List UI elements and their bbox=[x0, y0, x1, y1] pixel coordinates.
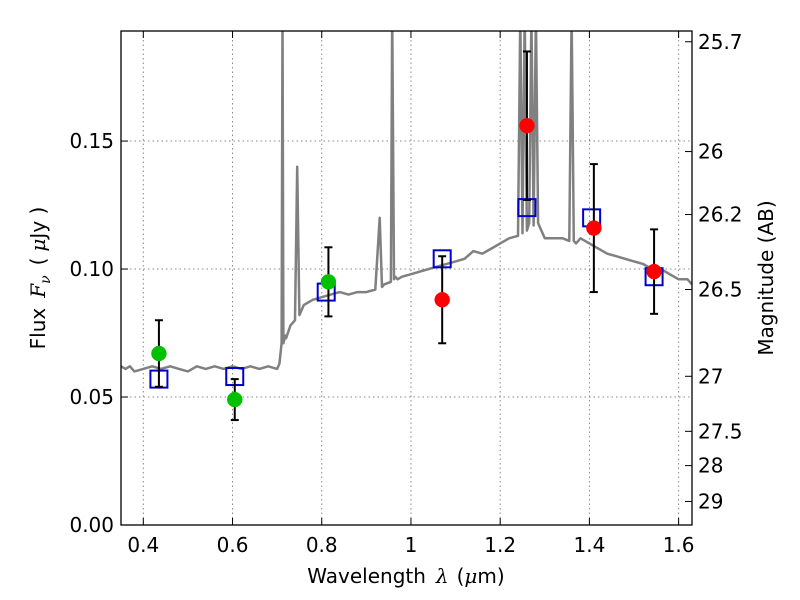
x-axis-ticks: 0.4 0.6 0.8 1 1.2 1.4 1.6 bbox=[127, 31, 695, 557]
magnitude-axis-ticks: 25.7 26 26.2 26.5 27 27.5 28 29 bbox=[685, 30, 743, 513]
y-axis-title-text: Flux bbox=[26, 308, 50, 350]
data-marks bbox=[149, 50, 664, 422]
x-axis-title: Wavelength λ (μm) bbox=[307, 564, 504, 588]
x-tick-label: 1.6 bbox=[663, 533, 695, 557]
x-tick-label: 0.8 bbox=[306, 533, 338, 557]
x-axis-title-unit-mu: μ bbox=[464, 564, 477, 588]
magnitude-axis-title: Magnitude (AB) bbox=[754, 200, 778, 355]
red-data-point bbox=[519, 117, 535, 134]
y-axis-title-unit-open: ( bbox=[26, 258, 50, 266]
magnitude-tick-label: 27.5 bbox=[698, 419, 743, 443]
y-axis-title-subscript: ν bbox=[38, 275, 54, 284]
magnitude-tick-label: 29 bbox=[698, 489, 723, 513]
y-tick-label: 0.00 bbox=[69, 513, 114, 537]
x-tick-label: 1 bbox=[405, 533, 418, 557]
green-data-point bbox=[227, 391, 243, 408]
y-tick-label: 0.05 bbox=[69, 385, 114, 409]
magnitude-tick-label: 27 bbox=[698, 364, 723, 388]
magnitude-tick-label: 26 bbox=[698, 140, 723, 164]
y-axis-title-unit-close: Jy ) bbox=[26, 207, 50, 241]
green-data-point bbox=[320, 274, 337, 290]
y-tick-label: 0.10 bbox=[69, 257, 114, 281]
plot-frame bbox=[120, 30, 693, 526]
y-tick-label: 0.15 bbox=[69, 129, 114, 153]
y-axis-title: Flux Fν ( μJy ) bbox=[26, 207, 54, 350]
red-data-point bbox=[586, 220, 602, 236]
x-axis-title-unit-close: m) bbox=[477, 564, 504, 588]
red-data-point bbox=[434, 292, 450, 308]
x-tick-label: 1.2 bbox=[484, 533, 516, 557]
magnitude-tick-label: 25.7 bbox=[698, 30, 743, 54]
red-data-point bbox=[646, 263, 662, 280]
x-tick-label: 1.4 bbox=[573, 533, 605, 557]
magnitude-tick-label: 26.2 bbox=[698, 203, 743, 227]
magnitude-tick-label: 26.5 bbox=[698, 278, 743, 302]
x-tick-label: 0.6 bbox=[217, 533, 249, 557]
x-axis-title-text: Wavelength bbox=[307, 564, 426, 588]
x-axis-title-unit-open: ( bbox=[457, 564, 465, 588]
green-data-point bbox=[151, 345, 167, 362]
magnitude-tick-label: 28 bbox=[698, 454, 723, 478]
x-axis-title-symbol: λ bbox=[435, 564, 449, 588]
y-axis-title-symbol: F bbox=[26, 283, 50, 299]
y-axis-ticks: 0.00 0.05 0.10 0.15 bbox=[69, 129, 128, 537]
x-tick-label: 0.4 bbox=[127, 533, 159, 557]
y-axis-title-unit-mu: μ bbox=[26, 239, 50, 252]
